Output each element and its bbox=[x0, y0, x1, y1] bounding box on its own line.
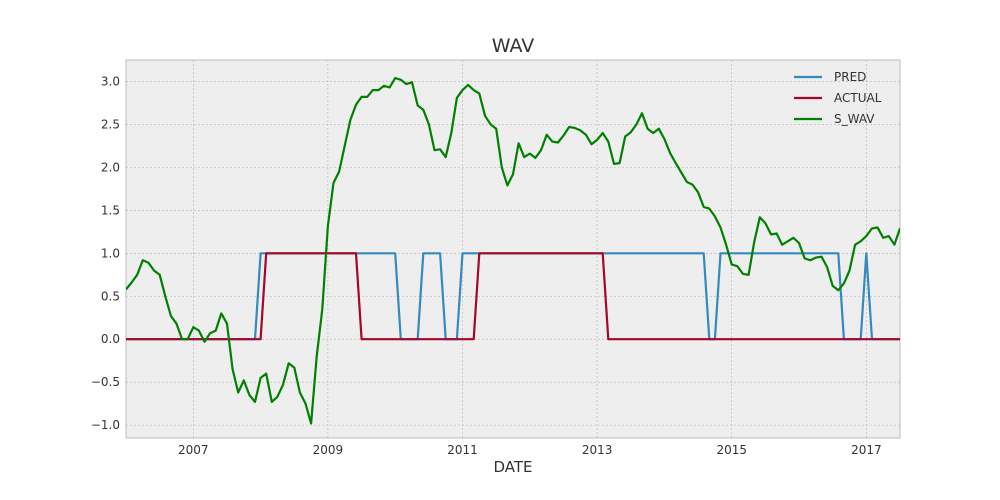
y-tick-label: −0.5 bbox=[91, 375, 120, 389]
series-lines bbox=[126, 76, 900, 425]
x-tick-label: 2017 bbox=[851, 443, 882, 457]
y-tick-label: −1.0 bbox=[91, 418, 120, 432]
chart-title: WAV bbox=[492, 35, 535, 57]
tick-labels: −1.0 −0.5 0.0 0.5 1.0 1.5 2.0 2.5 3.0 2007 2009 201… bbox=[91, 74, 882, 457]
legend-label: PRED bbox=[834, 70, 866, 84]
x-tick-label: 2013 bbox=[582, 443, 613, 457]
legend: PRED ACTUAL S_WAV bbox=[794, 70, 882, 126]
y-tick-label: 0.0 bbox=[101, 332, 120, 346]
series-line-s-wav bbox=[126, 76, 900, 425]
y-tick-label: 1.0 bbox=[101, 246, 120, 260]
x-tick-label: 2015 bbox=[716, 443, 747, 457]
x-axis-label: DATE bbox=[493, 458, 532, 476]
y-tick-label: 3.0 bbox=[101, 74, 120, 88]
plot-area bbox=[125, 59, 901, 439]
x-tick-label: 2009 bbox=[313, 443, 344, 457]
x-tick-label: 2011 bbox=[447, 443, 478, 457]
legend-label: S_WAV bbox=[834, 112, 875, 126]
y-tick-label: 1.5 bbox=[101, 203, 120, 217]
y-tick-label: 2.5 bbox=[101, 117, 120, 131]
y-tick-label: 2.0 bbox=[101, 160, 120, 174]
x-tick-label: 2007 bbox=[178, 443, 209, 457]
legend-label: ACTUAL bbox=[834, 91, 882, 105]
series-line-actual bbox=[126, 252, 900, 341]
y-tick-label: 0.5 bbox=[101, 289, 120, 303]
